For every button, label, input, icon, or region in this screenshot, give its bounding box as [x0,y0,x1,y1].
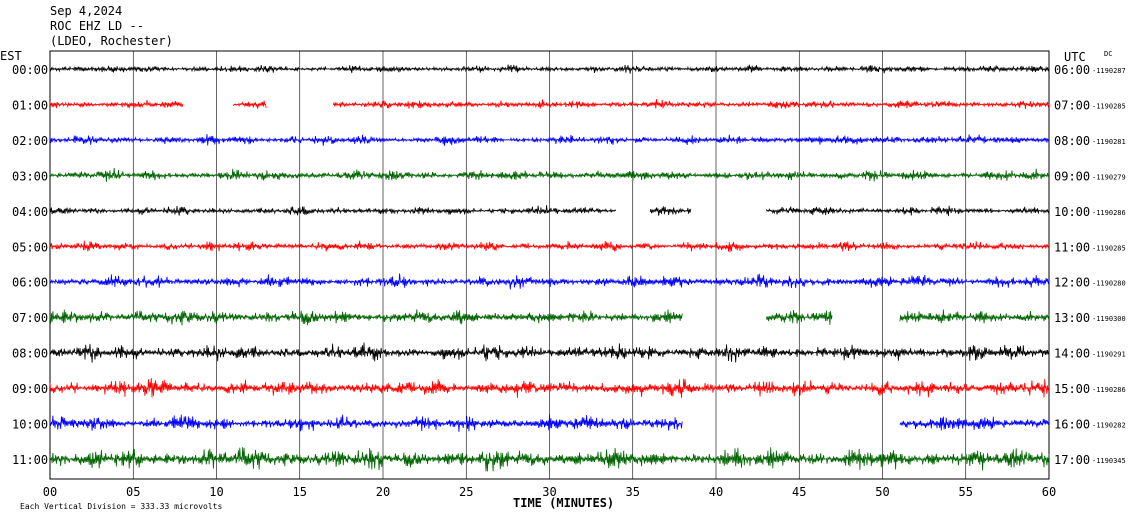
scale-note: Each Vertical Division = 333.33 microvol… [20,502,222,511]
trace-0300 [49,167,1050,182]
trace-0100 [49,99,1050,109]
est-time-label: 01:00 [12,98,48,112]
utc-time-label: 08:00 [1054,134,1090,148]
trace-1100 [49,447,1050,472]
header-network: (LDEO, Rochester) [50,34,173,48]
utc-time-label: 07:00 [1054,98,1090,112]
utc-time-label: 16:00 [1054,418,1090,432]
est-time-label: 09:00 [12,382,48,396]
x-tick-label: 25 [459,485,473,499]
utc-time-label: 09:00 [1054,169,1090,183]
x-tick-label: 40 [709,485,723,499]
trace-0200 [49,134,1050,146]
utc-time-label: 15:00 [1054,382,1090,396]
trace-0600 [49,273,1050,290]
utc-time-label: 10:00 [1054,205,1090,219]
trace-0900 [49,377,1050,398]
dc-offset-label: -1190285 [1092,244,1126,252]
dc-offset-label: -1190286 [1092,209,1126,217]
x-tick-label: 45 [792,485,806,499]
dc-label: DC [1104,50,1112,58]
x-axis-ticks: 00 05 10 15 20 25 30 35 40 45 50 55 60 [43,485,1056,499]
dc-offset-label: -1190291 [1092,351,1126,359]
est-time-label: 10:00 [12,418,48,432]
dc-offset-label: -1190345 [1092,457,1126,465]
est-time-label: 05:00 [12,240,48,254]
utc-time-label: 13:00 [1054,311,1090,325]
est-label: EST [0,49,22,63]
x-tick-label: 60 [1042,485,1056,499]
header-date: Sep 4,2024 [50,4,123,18]
x-tick-label: 15 [293,485,307,499]
x-tick-label: 00 [43,485,57,499]
dc-offset-label: -1190287 [1092,67,1126,75]
dc-offset-label: -1190300 [1092,315,1126,323]
utc-time-label: 11:00 [1054,240,1090,254]
grid-lines [132,51,967,479]
est-time-label: 11:00 [12,453,48,467]
trace-0700 [49,309,1050,326]
x-tick-label: 50 [875,485,889,499]
x-tick-label: 05 [126,485,140,499]
trace-0500 [49,240,1050,253]
dc-offset-label: -1190279 [1092,173,1126,181]
est-time-label: 07:00 [12,311,48,325]
trace-0000 [49,64,1050,74]
utc-time-label: 17:00 [1054,453,1090,467]
trace-0800 [49,342,1050,363]
trace-1000 [49,414,1050,432]
x-tick-label: 20 [376,485,390,499]
dc-offset-label: -1190286 [1092,386,1126,394]
est-time-label: 02:00 [12,134,48,148]
est-time-label: 04:00 [12,205,48,219]
x-tick-label: 30 [542,485,556,499]
x-tick-label: 35 [626,485,640,499]
utc-time-label: 06:00 [1054,63,1090,77]
traces-group [49,64,1050,472]
header-station: ROC EHZ LD -- [50,19,144,33]
dc-offset-label: -1190282 [1092,422,1126,430]
dc-offset-label: -1190280 [1092,280,1126,288]
est-time-label: 03:00 [12,169,48,183]
trace-0400 [49,205,1050,217]
dc-offset-label: -1190281 [1092,138,1126,146]
est-time-label: 08:00 [12,347,48,361]
x-tick-label: 55 [959,485,973,499]
x-tick-label: 10 [209,485,223,499]
dc-offset-label: -1190285 [1092,102,1126,110]
est-time-label: 00:00 [12,63,48,77]
est-time-label: 06:00 [12,276,48,290]
utc-time-label: 12:00 [1054,276,1090,290]
utc-time-label: 14:00 [1054,347,1090,361]
utc-label: UTC [1064,50,1086,64]
x-axis-title: TIME (MINUTES) [513,496,614,510]
